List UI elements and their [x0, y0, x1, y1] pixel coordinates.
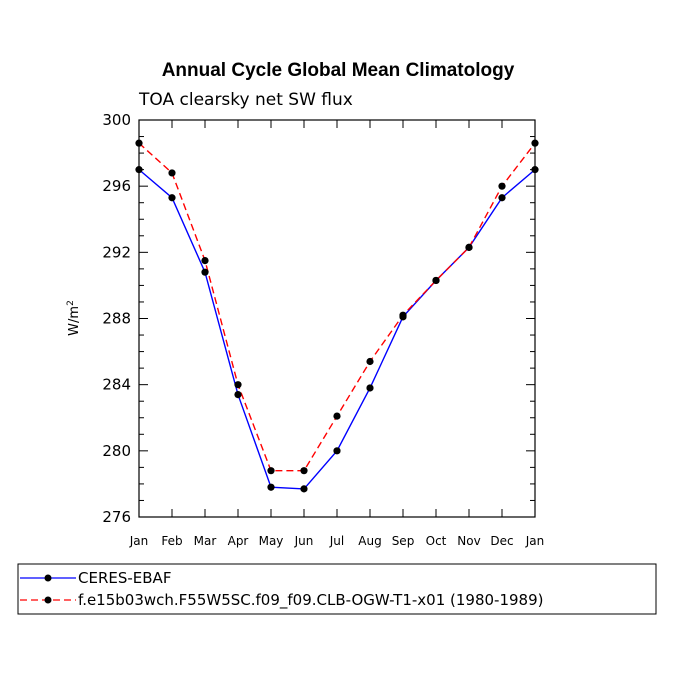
y-tick-label: 284	[102, 376, 131, 394]
legend-box	[17, 563, 657, 615]
x-tick-label: Dec	[490, 534, 513, 548]
legend: CERES-EBAF f.e15b03wch.F55W5SC.f09_f09.C…	[17, 563, 657, 615]
x-tick-label: May	[259, 534, 284, 548]
x-tick-label: Oct	[426, 534, 447, 548]
x-tick-label: Jan	[129, 534, 149, 548]
data-point-ceres	[168, 194, 176, 202]
legend-marker-ceres	[44, 574, 52, 582]
data-point-model	[201, 257, 209, 265]
data-point-ceres	[300, 485, 308, 493]
plot-frame	[138, 119, 536, 518]
y-tick-label: 296	[102, 177, 131, 195]
data-point-ceres	[498, 194, 506, 202]
y-axis-label-superscript: 2	[66, 300, 76, 306]
legend-marker-model	[44, 596, 52, 604]
x-tick-label: Mar	[194, 534, 217, 548]
data-point-model	[168, 169, 176, 177]
y-axis-label: W/m2	[66, 300, 82, 336]
y-tick-label: 288	[102, 310, 131, 328]
tick-labels-layer: 276 280 284 288 292 296 300 Jan Feb Mar Apr May Jun J…	[102, 111, 544, 548]
data-point-ceres	[234, 390, 242, 399]
data-point-model	[432, 276, 440, 285]
data-point-ceres	[366, 384, 374, 392]
data-point-model	[333, 412, 341, 420]
data-point-ceres	[201, 268, 209, 276]
legend-label-model: f.e15b03wch.F55W5SC.f09_f09.CLB-OGW-T1-x…	[78, 591, 543, 610]
x-tick-label: Jan	[525, 534, 545, 548]
x-tick-label: Feb	[161, 534, 182, 548]
x-tick-label: Jun	[294, 534, 314, 548]
legend-label-ceres: CERES-EBAF	[78, 569, 171, 587]
data-point-ceres	[267, 483, 275, 491]
y-tick-label: 280	[102, 442, 131, 460]
data-point-model	[234, 381, 242, 389]
x-tick-label: Nov	[457, 534, 480, 548]
x-tick-label: Apr	[228, 534, 249, 548]
data-point-model	[366, 357, 374, 366]
y-tick-label: 292	[102, 243, 131, 261]
data-point-model	[399, 311, 407, 319]
data-point-model	[498, 182, 506, 190]
chart-title: Annual Cycle Global Mean Climatology	[162, 60, 515, 81]
y-tick-label: 300	[102, 111, 131, 129]
chart-subtitle: TOA clearsky net SW flux	[138, 90, 353, 110]
y-axis-label-text: W/m	[67, 306, 82, 336]
y-tick-label: 276	[102, 508, 131, 526]
x-tick-label: Sep	[392, 534, 415, 548]
series-layer	[135, 139, 539, 493]
data-point-ceres	[333, 447, 341, 455]
data-point-model	[300, 467, 308, 475]
data-point-model	[465, 243, 473, 251]
data-point-model	[267, 467, 275, 475]
x-tick-label: Jul	[329, 534, 344, 548]
x-tick-label: Aug	[358, 534, 381, 548]
